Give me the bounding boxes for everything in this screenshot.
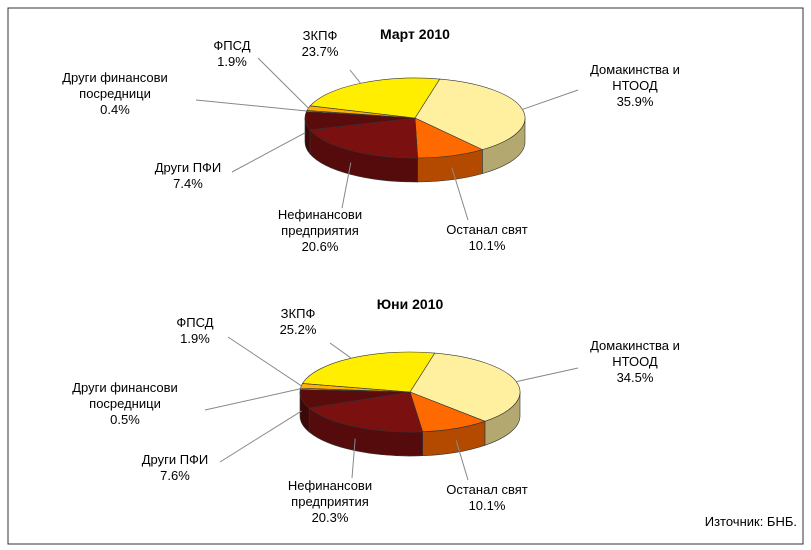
leader-line — [204, 388, 301, 411]
value-label: 0.4% — [100, 102, 130, 117]
leader-line — [227, 336, 302, 387]
category-label: Нефинансови предприятия — [277, 207, 363, 238]
category-label: ЗКПФ — [280, 306, 316, 321]
leader-line — [341, 162, 352, 209]
value-label: 0.5% — [110, 412, 140, 427]
leader-line — [329, 342, 352, 359]
category-label: Други ПФИ — [141, 452, 209, 467]
slice-label: Нефинансови предприятия 20.3% — [275, 478, 385, 526]
chart-title: Юни 2010 — [376, 296, 444, 312]
leader-line — [257, 57, 309, 109]
category-label: ЗКПФ — [302, 28, 338, 43]
slice-label: ЗКПФ 25.2% — [268, 306, 328, 338]
leader-line — [195, 99, 307, 112]
leader-line — [522, 89, 579, 110]
source-note: Източник: БНБ. — [704, 514, 797, 529]
slice — [414, 78, 526, 150]
category-label: Домакинства и НТООД — [590, 62, 680, 93]
value-label: 35.9% — [616, 94, 654, 109]
value-label: 1.9% — [217, 54, 247, 69]
category-label: Останал свят — [446, 482, 528, 497]
slice-label: Домакинства и НТООД 35.9% — [575, 62, 695, 110]
value-label: 20.3% — [311, 510, 349, 525]
leader-line — [349, 69, 361, 84]
chart-title: Март 2010 — [380, 26, 450, 42]
value-label: 7.6% — [160, 468, 190, 483]
slice-label: Нефинансови предприятия 20.6% — [265, 207, 375, 255]
category-label: Нефинансови предприятия — [287, 478, 373, 509]
slice-label: ЗКПФ 23.7% — [290, 28, 350, 60]
slice-label: ФПСД 1.9% — [202, 38, 262, 70]
slice-label: Други ПФИ 7.6% — [135, 452, 215, 484]
slice — [409, 352, 521, 422]
category-label: ФПСД — [176, 315, 214, 330]
leader-line — [455, 440, 469, 481]
slice-label: ФПСД 1.9% — [165, 315, 225, 347]
value-label: 25.2% — [279, 322, 317, 337]
category-label: ФПСД — [213, 38, 251, 53]
category-label: Други ПФИ — [154, 160, 222, 175]
slice-label: Други ПФИ 7.4% — [148, 160, 228, 192]
value-label: 7.4% — [173, 176, 203, 191]
slice-label: Други финансови посредници 0.5% — [60, 380, 190, 428]
value-label: 23.7% — [301, 44, 339, 59]
category-label: Други финансови посредници — [72, 380, 178, 411]
leader-line — [219, 410, 302, 463]
value-label: 34.5% — [616, 370, 654, 385]
value-label: 10.1% — [468, 238, 506, 253]
slice-label: Останал свят 10.1% — [437, 482, 537, 514]
value-label: 1.9% — [180, 331, 210, 346]
slice — [309, 117, 419, 159]
category-label: Останал свят — [446, 222, 528, 237]
slice-label: Други финансови посредници 0.4% — [50, 70, 180, 118]
leader-line — [351, 438, 356, 479]
value-label: 10.1% — [468, 498, 506, 513]
category-label: Други финансови посредници — [62, 70, 168, 101]
leader-line — [516, 367, 579, 383]
leader-line — [451, 167, 469, 221]
category-label: Домакинства и НТООД — [590, 338, 680, 369]
slice-label: Домакинства и НТООД 34.5% — [575, 338, 695, 386]
leader-line — [231, 132, 306, 173]
slice — [308, 391, 424, 433]
slice — [309, 77, 441, 119]
slice-label: Останал свят 10.1% — [437, 222, 537, 254]
value-label: 20.6% — [301, 239, 339, 254]
